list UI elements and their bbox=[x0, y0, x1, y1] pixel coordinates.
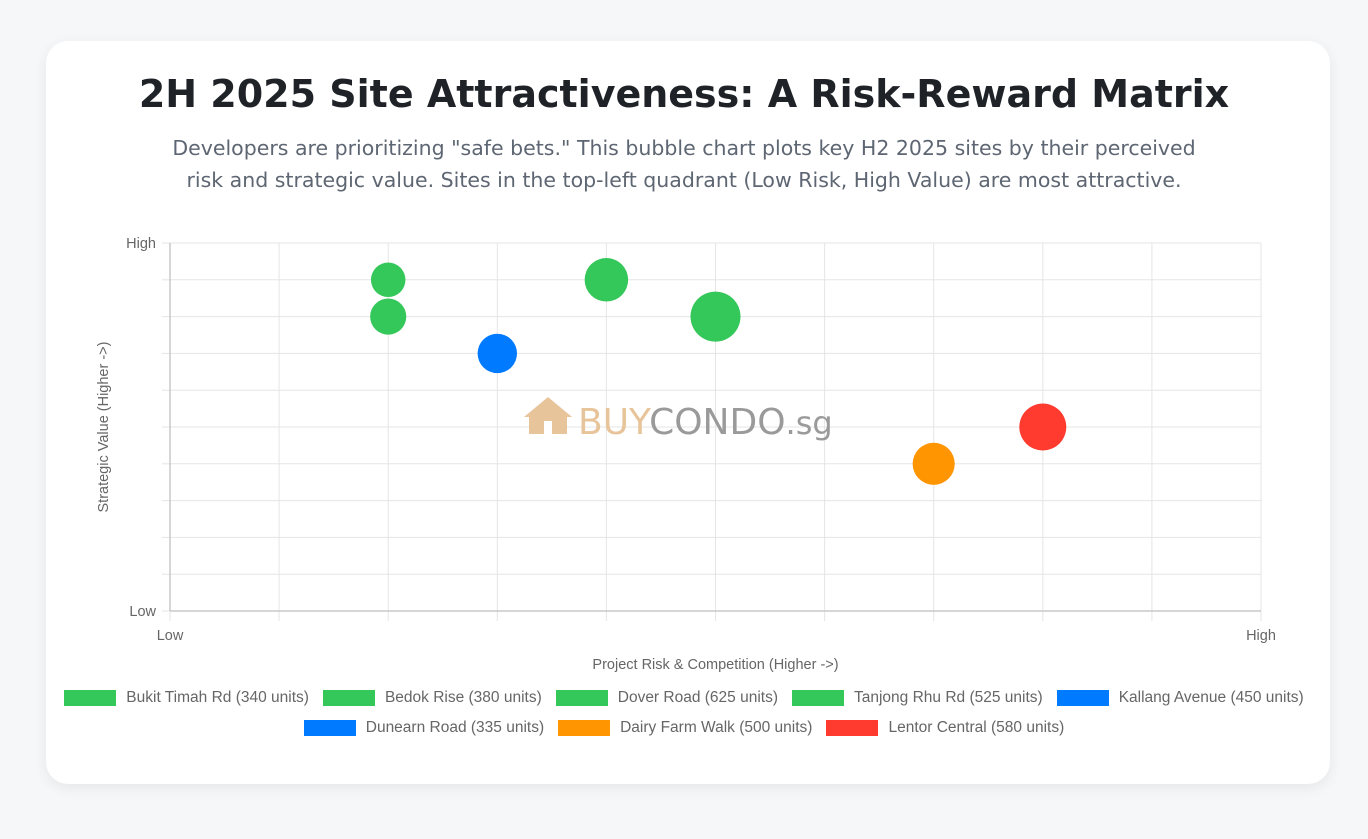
legend-swatch bbox=[64, 690, 117, 706]
watermark-logo: BUYCONDO.sg bbox=[524, 397, 833, 443]
legend-item[interactable]: Bukit Timah Rd (340 units) bbox=[64, 688, 309, 708]
chart-subtitle: Developers are prioritizing "safe bets."… bbox=[172, 136, 1196, 192]
x-tick-label: Low bbox=[157, 628, 184, 644]
chart-legend: Bukit Timah Rd (340 units) Bedok Rise (38… bbox=[60, 688, 1308, 738]
bubble[interactable] bbox=[477, 333, 518, 374]
legend-label: Dover Road (625 units) bbox=[617, 689, 778, 706]
legend-item[interactable]: Kallang Avenue (450 units) bbox=[1056, 688, 1304, 708]
watermark-buy: BUY bbox=[578, 402, 652, 443]
bubble[interactable] bbox=[690, 291, 741, 342]
legend-label: Kallang Avenue (450 units) bbox=[1118, 689, 1304, 706]
legend-label: Bukit Timah Rd (340 units) bbox=[126, 689, 309, 706]
bubble[interactable] bbox=[370, 298, 407, 335]
legend-swatch bbox=[303, 720, 356, 736]
bubble[interactable] bbox=[1019, 403, 1067, 451]
watermark-condo: CONDO bbox=[649, 402, 785, 443]
legend-label: Bedok Rise (380 units) bbox=[384, 689, 542, 706]
legend-swatch bbox=[826, 720, 879, 736]
x-axis-label: Project Risk & Competition (Higher ->) bbox=[592, 657, 838, 673]
x-tick-label: High bbox=[1246, 628, 1276, 644]
legend-label: Tanjong Rhu Rd (525 units) bbox=[854, 689, 1043, 706]
watermark-sg: .sg bbox=[786, 404, 833, 442]
tick-labels: Low High Low High bbox=[126, 236, 1276, 644]
legend-swatch bbox=[558, 720, 611, 736]
legend-item[interactable]: Dover Road (625 units) bbox=[555, 688, 778, 708]
legend-label: Dairy Farm Walk (500 units) bbox=[620, 719, 813, 736]
legend-item[interactable]: Tanjong Rhu Rd (525 units) bbox=[792, 688, 1043, 708]
legend-item[interactable]: Dunearn Road (335 units) bbox=[303, 718, 545, 738]
y-tick-label: Low bbox=[129, 604, 156, 620]
legend-label: Lentor Central (580 units) bbox=[888, 719, 1065, 736]
bubble[interactable] bbox=[584, 258, 629, 302]
legend-swatch bbox=[1056, 690, 1109, 706]
bubble-marks bbox=[370, 258, 1067, 485]
chart-title: 2H 2025 Site Attractiveness: A Risk-Rewa… bbox=[138, 72, 1230, 116]
bubble[interactable] bbox=[370, 262, 406, 298]
house-icon bbox=[524, 397, 572, 434]
legend-item[interactable]: Bedok Rise (380 units) bbox=[322, 688, 542, 708]
legend-item[interactable]: Dairy Farm Walk (500 units) bbox=[558, 718, 812, 738]
bubble[interactable] bbox=[912, 442, 955, 485]
legend-swatch bbox=[555, 690, 608, 706]
chart-axes bbox=[169, 243, 1261, 612]
legend-swatch bbox=[792, 690, 844, 706]
y-tick-label: High bbox=[126, 236, 156, 252]
legend-swatch bbox=[322, 690, 375, 706]
legend-item[interactable]: Lentor Central (580 units) bbox=[826, 718, 1064, 738]
legend-label: Dunearn Road (335 units) bbox=[365, 719, 545, 736]
chart-card bbox=[46, 41, 1330, 784]
y-axis-label: Strategic Value (Higher ->) bbox=[96, 342, 112, 513]
svg-text:BUYCONDO.sg: BUYCONDO.sg bbox=[578, 402, 833, 443]
